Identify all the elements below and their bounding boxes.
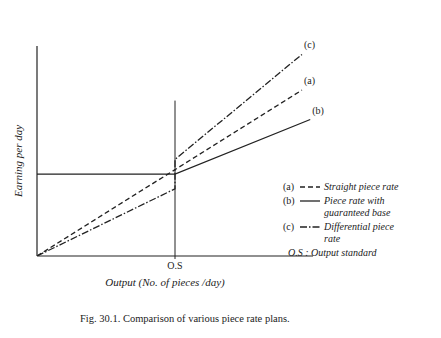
legend-label: Piece rate withguaranteed base <box>323 195 391 218</box>
y-axis <box>36 46 37 256</box>
legend-key: (c) <box>283 221 294 233</box>
legend-note: O.S : Output standard <box>288 247 378 258</box>
legend-label-line: Differential piece <box>323 221 394 232</box>
legend-label-line: guaranteed base <box>324 207 391 218</box>
chart: O.S Output (No. of pieces /day) Earning pe… <box>0 0 441 338</box>
legend-key: (b) <box>283 195 295 207</box>
series-end-label: (a) <box>304 75 315 87</box>
legend-swatch <box>300 200 320 201</box>
legend-label: Differential piecerate <box>323 221 394 244</box>
x-axis-label: Output (No. of pieces /day) <box>105 276 225 289</box>
legend-label: Straight piece rate <box>324 181 399 192</box>
legend-swatch <box>300 186 320 187</box>
legend-swatch <box>300 226 320 227</box>
caption: Fig. 30.1. Comparison of various piece r… <box>80 313 290 324</box>
y-axis-label: Earning per day <box>12 125 24 198</box>
series-line <box>37 90 302 256</box>
legend-key: (a) <box>283 181 294 193</box>
series-end-label: (b) <box>312 105 324 117</box>
series-line <box>37 120 310 175</box>
legend-label-line: rate <box>324 233 341 244</box>
legend-label-line: Piece rate with <box>323 195 385 206</box>
series-line <box>37 54 302 256</box>
x-tick <box>175 256 176 259</box>
plot-data <box>37 54 310 256</box>
legend-label-line: Straight piece rate <box>324 181 399 192</box>
x-tick-label: O.S <box>167 260 182 271</box>
series-end-label: (c) <box>304 39 315 51</box>
